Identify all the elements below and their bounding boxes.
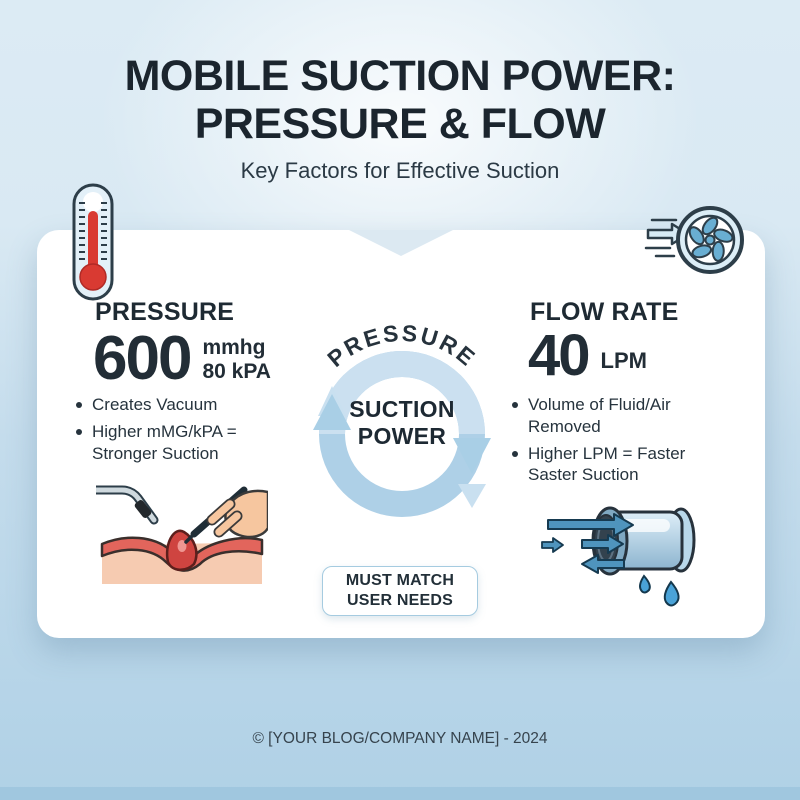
page-title-line1: MOBILE SUCTION POWER: — [124, 52, 676, 100]
flow-bullet-1: Volume of Fluid/Air Removed — [508, 394, 733, 438]
cycle-core-line2: POWER — [357, 423, 447, 450]
flow-arrow-in-long — [547, 513, 634, 537]
callout-line2: USER NEEDS — [346, 592, 453, 609]
wound-suction-illustration — [96, 485, 268, 584]
page-title-line2: PRESSURE & FLOW — [194, 100, 606, 149]
pressure-units: mmhg 80 kPA — [202, 336, 271, 383]
cycle-arrow-up — [313, 394, 351, 430]
must-match-callout: MUST MATCH USER NEEDS — [322, 566, 478, 616]
flow-arrow-in-short — [581, 534, 624, 554]
pressure-unit-mmhg: mmhg — [202, 336, 266, 359]
cycle-core-label: SUCTION POWER — [294, 396, 510, 450]
pressure-bullet-1: Creates Vacuum — [72, 394, 257, 416]
pressure-heading: PRESSURE — [95, 298, 235, 326]
suction-pipe-illustration — [541, 506, 696, 607]
page-title: MOBILE SUCTION POWER: PRESSURE & FLOW — [0, 52, 800, 148]
flow-value: 40 — [528, 323, 590, 388]
header: MOBILE SUCTION POWER: PRESSURE & FLOW Ke… — [0, 52, 800, 184]
cycle-arrows-icon: PRESSURE — [313, 320, 491, 517]
flow-arrow-out — [581, 554, 625, 574]
fan-blades — [688, 216, 734, 262]
flow-arrow-far-left — [541, 537, 564, 553]
flow-column-heading-wrap: FLOW RATE — [530, 298, 679, 327]
drop-large — [663, 580, 680, 607]
flow-unit-lpm: LPM — [600, 348, 647, 374]
thermometer-icon — [72, 183, 114, 301]
page-subtitle: Key Factors for Effective Suction — [240, 158, 560, 184]
cycle-arrow-down-ghost — [458, 484, 486, 508]
flow-bullet-2: Higher LPM = Faster Saster Suction — [508, 443, 733, 487]
cycle-arrow-down — [453, 438, 491, 474]
pressure-column-heading-wrap: PRESSURE — [95, 298, 234, 327]
cycle-diagram: PRESSURE SUCTION POWER — [294, 312, 514, 532]
flow-value-row: 40 LPM — [528, 323, 647, 388]
cycle-core-line1: SUCTION — [349, 396, 455, 422]
drop-small — [639, 574, 651, 594]
card-top-notch — [349, 230, 453, 256]
pressure-value-row: 600 mmhg 80 kPA — [93, 324, 271, 393]
pressure-unit-kpa: 80 kPA — [202, 359, 271, 383]
pressure-bullet-2: Higher mMG/kPA = Stronger Suction — [72, 421, 257, 465]
footer-copyright: © [YOUR BLOG/COMPANY NAME] - 2024 — [252, 730, 548, 747]
pressure-value: 600 — [93, 324, 192, 393]
callout-line1: MUST MATCH — [345, 572, 455, 589]
flow-bullet-list: Volume of Fluid/Air Removed Higher LPM =… — [508, 394, 733, 491]
fan-impeller-icon — [644, 206, 744, 274]
pressure-bullet-list: Creates Vacuum Higher mMG/kPA = Stronger… — [72, 394, 257, 469]
bottom-accent-strip — [0, 787, 800, 800]
flow-heading: FLOW RATE — [530, 298, 679, 326]
